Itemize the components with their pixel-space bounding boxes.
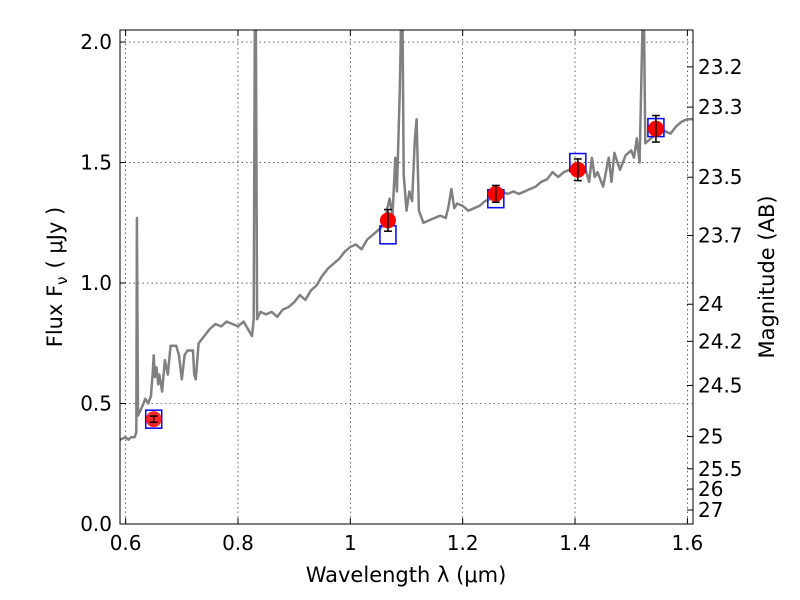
y2-tick-label: 23.5: [698, 165, 743, 189]
y-axis-label-unit: ( μJy ): [43, 207, 67, 269]
y-tick-label: 1.5: [80, 151, 112, 175]
x-tick-label: 0.6: [110, 531, 142, 555]
x-tick-label: 1.6: [671, 531, 703, 555]
y-axis-label-main: Flux F: [43, 285, 67, 347]
y2-tick-label: 23.7: [698, 224, 743, 248]
y2-axis-label: Magnitude (AB): [755, 195, 779, 358]
y2-tick-label: 25.5: [698, 457, 743, 481]
y-tick-label: 0.5: [80, 392, 112, 416]
photometry-layer: [145, 114, 664, 428]
x-axis-label: Wavelength λ (μm): [306, 563, 507, 587]
y2-tick-label: 23.3: [698, 95, 743, 119]
y2-tick-label: 25: [698, 425, 723, 449]
y-tick-label: 2.0: [80, 30, 112, 54]
y2-tick-label: 23.2: [698, 55, 743, 79]
y2-tick-label: 24.2: [698, 329, 743, 353]
y-tick-label: 0.0: [80, 512, 112, 536]
plot-frame: [119, 29, 694, 525]
y-axis-label-sub: ν: [53, 276, 71, 284]
y2-tick-label: 26: [698, 477, 723, 501]
x-tick-label: 0.8: [222, 531, 254, 555]
x-tick-label: 1: [344, 531, 357, 555]
y-axis-label: Flux Fν ( μJy ): [43, 207, 71, 348]
y2-tick-label: 24.5: [698, 373, 743, 397]
x-tick-label: 1.4: [559, 531, 591, 555]
plot-background: [120, 30, 693, 524]
y2-tick-label: 27: [698, 498, 723, 522]
x-tick-label: 1.2: [447, 531, 479, 555]
y2-tick-label: 24: [698, 292, 723, 316]
x-axis: 0.6 0.8 1 1.2 1.4 1.6: [110, 30, 703, 555]
y-tick-label: 1.0: [80, 271, 112, 295]
y-axis: 0.0 0.5 1.0 1.5 2.0: [80, 30, 126, 536]
